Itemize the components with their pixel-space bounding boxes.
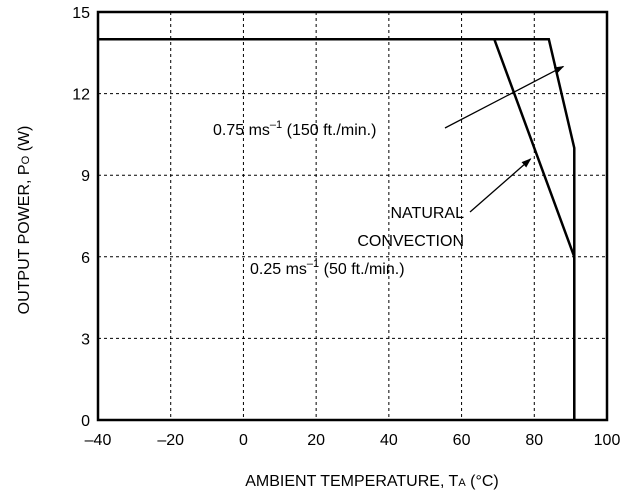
y-tick-label: 12 xyxy=(72,87,90,104)
y-tick-labels: 0 3 6 9 12 15 xyxy=(72,5,90,430)
annotations: 0.75 ms–1 (150 ft./min.) NATURAL CONVECT… xyxy=(213,65,565,278)
x-tick-labels: –40 –20 0 20 40 60 80 100 xyxy=(85,432,621,449)
y-tick-label: 15 xyxy=(72,5,90,22)
x-tick-label: 60 xyxy=(453,432,471,449)
x-tick-label: –40 xyxy=(85,432,112,449)
y-tick-label: 3 xyxy=(81,331,90,348)
x-tick-label: 20 xyxy=(307,432,325,449)
annotation-arrow-natural xyxy=(469,158,532,213)
series-group xyxy=(98,37,576,420)
y-axis-title: OUTPUT POWER, PO (W) xyxy=(16,126,33,315)
x-tick-label: 40 xyxy=(380,432,398,449)
x-tick-label: –20 xyxy=(157,432,184,449)
grid-lines xyxy=(98,12,607,420)
plot-frame xyxy=(96,10,609,422)
y-tick-label: 6 xyxy=(81,250,90,267)
annotation-airflow-150: 0.75 ms–1 (150 ft./min.) xyxy=(213,119,376,139)
x-tick-label: 100 xyxy=(594,432,621,449)
series-line xyxy=(98,37,576,420)
x-tick-label: 80 xyxy=(525,432,543,449)
x-axis-title: AMBIENT TEMPERATURE, TA (°C) xyxy=(245,473,498,490)
y-tick-label: 0 xyxy=(81,413,90,430)
annotation-arrow-150 xyxy=(444,65,565,129)
annotation-airflow-50: 0.25 ms–1 (50 ft./min.) xyxy=(250,258,405,278)
x-tick-label: 0 xyxy=(239,432,248,449)
annotation-convection: CONVECTION xyxy=(357,233,464,250)
series-line xyxy=(98,37,576,420)
y-tick-label: 9 xyxy=(81,168,90,185)
annotation-natural: NATURAL xyxy=(391,205,465,222)
